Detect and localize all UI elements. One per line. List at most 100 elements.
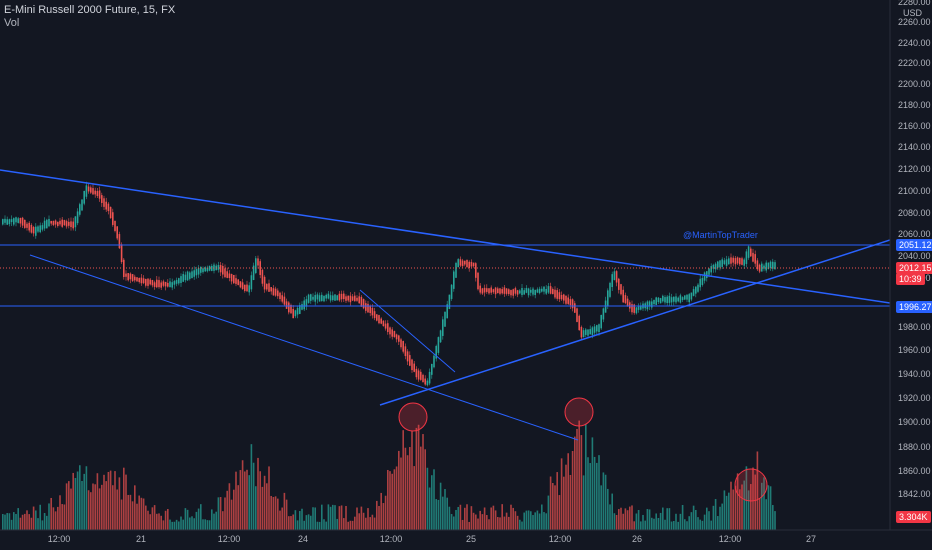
volume-bar bbox=[6, 513, 8, 530]
candle-body bbox=[145, 279, 147, 286]
candle-body bbox=[59, 220, 61, 225]
volume-bar bbox=[204, 519, 206, 530]
candle-body bbox=[224, 268, 226, 278]
descending-trendline-lower[interactable] bbox=[29, 254, 579, 441]
volume-bar bbox=[629, 506, 631, 530]
volume-bar bbox=[545, 513, 547, 530]
candle-body bbox=[303, 300, 305, 310]
candle-body bbox=[61, 219, 63, 227]
volume-spike-circle-3[interactable] bbox=[734, 468, 768, 502]
time-tick-label: 12:00 bbox=[217, 534, 241, 544]
volume-bar bbox=[758, 498, 761, 530]
time-tick-label: 24 bbox=[297, 534, 309, 544]
candle-body bbox=[717, 261, 719, 268]
candle-body bbox=[65, 221, 68, 227]
candle-body bbox=[706, 271, 708, 279]
volume-bar bbox=[246, 469, 248, 530]
candle-body bbox=[96, 190, 99, 196]
candle-body bbox=[426, 380, 429, 386]
volume-bar bbox=[453, 516, 455, 530]
volume-bar bbox=[136, 503, 138, 530]
candle-body bbox=[371, 307, 374, 316]
candle-body bbox=[81, 199, 83, 211]
candle-body bbox=[450, 284, 453, 299]
candle-body bbox=[189, 272, 191, 279]
candle-body bbox=[347, 295, 349, 301]
volume-bar bbox=[178, 521, 180, 530]
volume-bar bbox=[479, 510, 481, 530]
candle-body bbox=[125, 273, 127, 277]
candle-body bbox=[662, 295, 664, 302]
candle-body bbox=[107, 203, 110, 212]
volume-bar bbox=[404, 447, 407, 530]
candle-body bbox=[83, 190, 85, 204]
candle-body bbox=[19, 217, 22, 224]
candle-body bbox=[142, 278, 145, 284]
candle-body bbox=[750, 248, 752, 257]
volume-bar bbox=[657, 518, 660, 530]
candle-body bbox=[169, 281, 171, 288]
volume-bar bbox=[541, 504, 543, 530]
candle-body bbox=[338, 293, 341, 301]
short-downtrend-line[interactable] bbox=[359, 289, 456, 373]
candle-body bbox=[646, 301, 649, 310]
volume-bar bbox=[283, 492, 286, 530]
candle-body bbox=[384, 323, 387, 329]
volume-bar bbox=[305, 515, 308, 530]
price-tick-label: 2260.00 bbox=[898, 17, 931, 27]
candle-body bbox=[398, 335, 400, 342]
volume-bar bbox=[598, 455, 600, 530]
candle-body bbox=[184, 274, 187, 281]
candle-body bbox=[332, 295, 334, 301]
candle-body bbox=[195, 269, 198, 276]
candle-body bbox=[10, 219, 13, 223]
candle-body bbox=[710, 266, 712, 273]
candle-body bbox=[688, 294, 690, 303]
candle-body bbox=[607, 290, 609, 306]
volume-bar bbox=[376, 500, 378, 530]
volume-bar bbox=[57, 506, 59, 530]
candle-body bbox=[468, 261, 470, 269]
volume-spike-circle-2[interactable] bbox=[564, 397, 594, 427]
candle-body bbox=[466, 259, 468, 268]
candle-body bbox=[457, 259, 459, 268]
volume-bar bbox=[664, 519, 666, 530]
candle-body bbox=[131, 274, 134, 282]
candle-body bbox=[378, 315, 380, 324]
volume-bar bbox=[527, 510, 530, 530]
volume-bar bbox=[250, 444, 253, 530]
candle-body bbox=[345, 296, 347, 301]
candle-body bbox=[521, 288, 523, 296]
candle-body bbox=[510, 290, 512, 296]
volume-bar bbox=[360, 506, 363, 530]
volume-bar bbox=[769, 486, 772, 530]
volume-bar bbox=[690, 512, 693, 530]
descending-trendline-upper[interactable] bbox=[0, 169, 891, 304]
candle-body bbox=[360, 296, 363, 307]
candle-body bbox=[723, 260, 726, 265]
candle-body bbox=[277, 290, 279, 297]
candle-body bbox=[387, 323, 389, 332]
volume-bar bbox=[191, 516, 193, 530]
candle-body bbox=[136, 277, 138, 282]
candle-body bbox=[63, 219, 66, 226]
ascending-trendline[interactable] bbox=[379, 239, 891, 406]
candle-body bbox=[481, 288, 484, 294]
volume-bar bbox=[327, 504, 330, 530]
volume-bar bbox=[503, 516, 506, 530]
volume-bar bbox=[142, 498, 145, 530]
volume-bar bbox=[367, 508, 369, 530]
volume-bar bbox=[552, 483, 554, 530]
candle-body bbox=[312, 296, 314, 300]
volume-bar bbox=[398, 450, 400, 530]
volume-bar bbox=[745, 466, 748, 530]
candle-body bbox=[178, 278, 180, 284]
volume-spike-circle-1[interactable] bbox=[398, 402, 428, 432]
volume-indicator-label[interactable]: Vol bbox=[4, 17, 20, 29]
volume-bar bbox=[470, 506, 473, 530]
volume-bar bbox=[571, 451, 574, 530]
author-annotation[interactable]: @MartinTopTrader bbox=[683, 230, 758, 240]
volume-bar bbox=[730, 481, 732, 530]
candle-body bbox=[712, 264, 715, 269]
